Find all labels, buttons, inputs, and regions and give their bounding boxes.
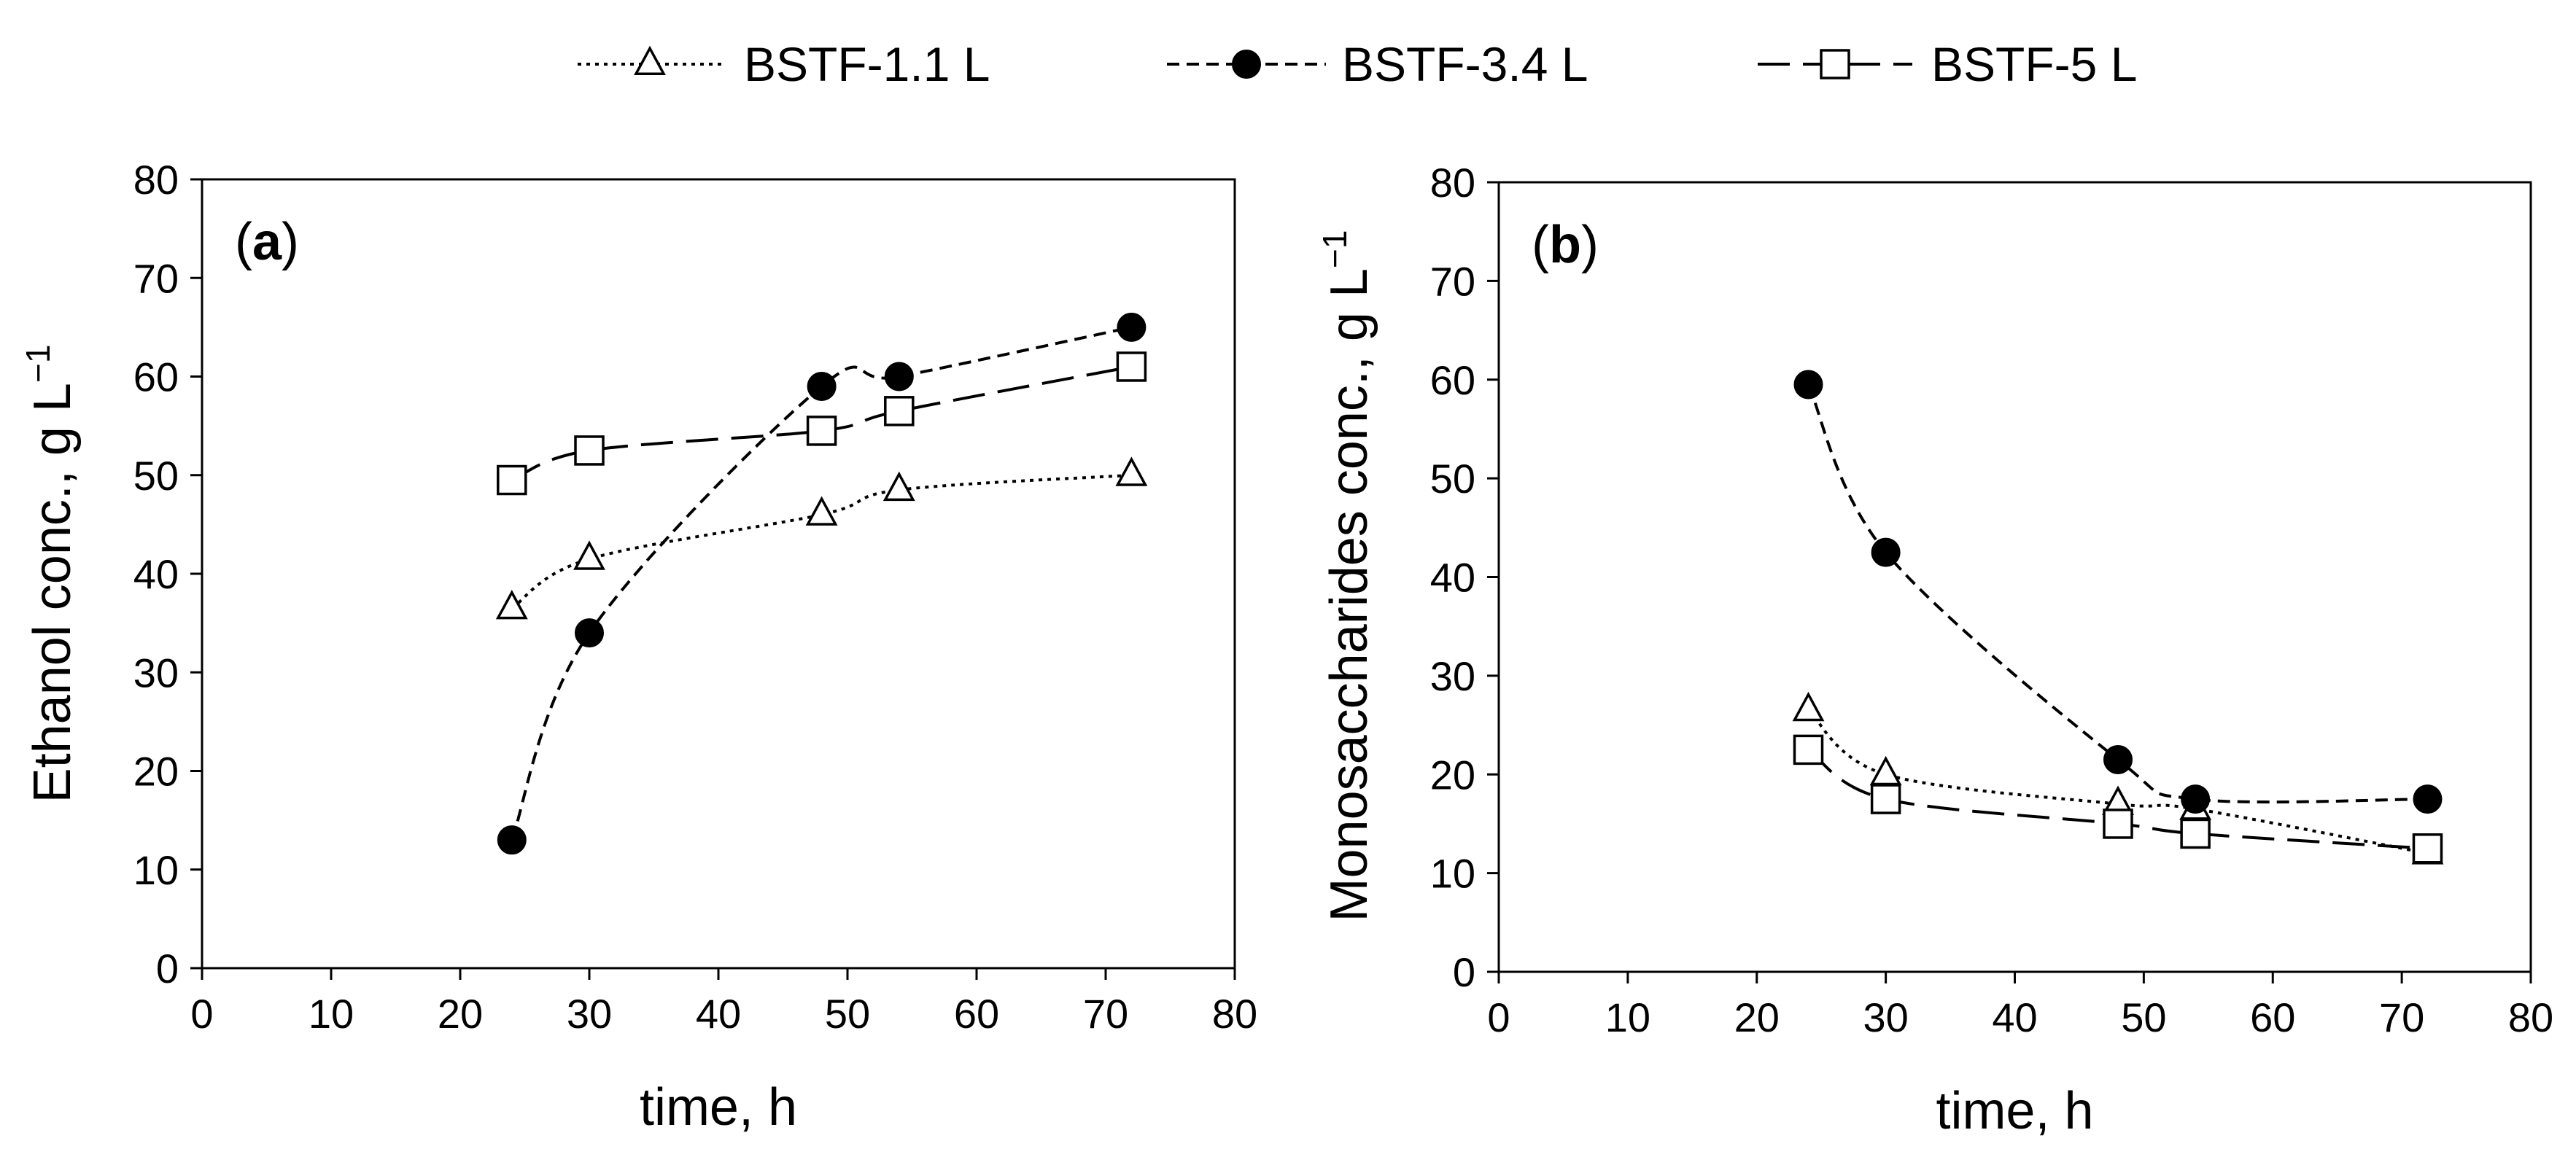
- legend-marker: [634, 45, 666, 76]
- y-tick-label: 70: [133, 255, 179, 301]
- y-tick-label: 0: [1453, 949, 1475, 995]
- y-tick-label: 10: [1430, 851, 1475, 897]
- x-tick-label: 10: [1605, 994, 1650, 1040]
- y-tick-label: 70: [1430, 258, 1475, 304]
- y-axis-title: Monosaccharides conc., g L−1: [1316, 230, 1378, 922]
- x-tick-label: 40: [1992, 994, 2037, 1040]
- y-tick-label: 80: [133, 157, 179, 203]
- panel-b: 0 10 20 30 40 50 60 70 80 0 10 20 30 40 50 60 70 80 time, …: [1316, 160, 2553, 1140]
- x-tick-label: 70: [2379, 994, 2424, 1040]
- x-tick-label: 50: [825, 991, 870, 1037]
- data-point: [575, 618, 604, 648]
- data-point: [574, 435, 605, 466]
- data-point: [1793, 370, 1823, 400]
- data-point: [2103, 809, 2133, 839]
- series-bstf-5-l: [1793, 734, 2443, 864]
- legend: BSTF-1.1 L BSTF-3.4 L BSTF-5 L: [578, 37, 2137, 91]
- data-point: [805, 496, 838, 526]
- x-tick-label: 60: [954, 991, 999, 1037]
- x-tick-label: 50: [2121, 994, 2166, 1040]
- panel-label: (b): [1532, 216, 1599, 274]
- data-point: [882, 471, 915, 502]
- series-line: [510, 325, 1132, 841]
- data-point: [2181, 784, 2211, 814]
- data-point: [1115, 456, 1148, 486]
- data-point: [2412, 833, 2443, 864]
- y-tick-label: 60: [133, 354, 179, 400]
- x-tick-label: 20: [1734, 994, 1780, 1040]
- data-point: [807, 372, 837, 402]
- series-line: [1807, 709, 2428, 855]
- legend-item-bstf-5-l: BSTF-5 L: [1758, 37, 2137, 91]
- x-tick-label: 0: [190, 991, 213, 1037]
- x-tick-label: 70: [1083, 991, 1128, 1037]
- data-point: [884, 396, 915, 426]
- plot-frame: [201, 178, 1236, 970]
- series-bstf-5-l: [497, 351, 1147, 496]
- y-tick-label: 10: [133, 847, 179, 893]
- x-tick-label: 0: [1487, 994, 1510, 1040]
- series-bstf-1-1-l: [495, 456, 1148, 620]
- x-tick-label: 30: [1863, 994, 1908, 1040]
- x-tick-label: 20: [438, 991, 483, 1037]
- data-point: [1871, 537, 1901, 567]
- data-point: [1870, 784, 1901, 814]
- data-point: [2180, 818, 2211, 849]
- legend-label: BSTF-5 L: [1931, 37, 2137, 91]
- data-point: [2413, 784, 2443, 814]
- y-tick-label: 50: [133, 453, 179, 499]
- legend-marker: [1232, 50, 1261, 79]
- y-tick-label: 20: [1430, 752, 1475, 798]
- series-bstf-3-4-l: [497, 312, 1147, 855]
- legend-label: BSTF-1.1 L: [744, 37, 990, 91]
- y-axis-title: Ethanol conc., g L−1: [19, 345, 82, 803]
- legend-item-bstf-1-1-l: BSTF-1.1 L: [578, 37, 990, 91]
- x-axis-title: time, h: [640, 1078, 797, 1137]
- data-point: [497, 825, 527, 855]
- data-point: [1792, 691, 1825, 722]
- data-point: [573, 540, 605, 570]
- data-point: [1116, 351, 1147, 382]
- panel-label: (a): [235, 213, 299, 271]
- x-tick-label: 80: [2508, 994, 2553, 1040]
- data-point: [495, 589, 528, 620]
- series-line: [511, 473, 1132, 609]
- x-tick-label: 10: [309, 991, 354, 1037]
- data-point: [1869, 755, 1902, 786]
- y-tick-label: 80: [1430, 160, 1475, 206]
- data-point: [2103, 744, 2133, 774]
- legend-label: BSTF-3.4 L: [1342, 37, 1588, 91]
- data-point: [884, 362, 914, 391]
- series-bstf-3-4-l: [1793, 370, 2443, 814]
- data-point: [1793, 734, 1824, 765]
- y-tick-label: 0: [156, 946, 179, 991]
- x-tick-label: 40: [696, 991, 741, 1037]
- y-tick-label: 30: [133, 650, 179, 696]
- data-point: [497, 464, 527, 496]
- legend-item-bstf-3-4-l: BSTF-3.4 L: [1167, 37, 1588, 91]
- x-tick-label: 30: [567, 991, 612, 1037]
- x-tick-label: 60: [2250, 994, 2295, 1040]
- y-tick-label: 40: [133, 551, 179, 597]
- panel-a: 0 10 20 30 40 50 60 70 80 0 10 20 30 40 50 60 70 80 time, …: [19, 157, 1257, 1137]
- y-tick-label: 60: [1430, 357, 1475, 403]
- legend-marker: [1820, 49, 1850, 79]
- data-point: [1117, 312, 1147, 342]
- y-tick-label: 30: [1430, 653, 1475, 699]
- y-tick-label: 40: [1430, 555, 1475, 601]
- y-tick-label: 20: [133, 749, 179, 795]
- x-axis-title: time, h: [1936, 1082, 2093, 1140]
- data-point: [806, 416, 837, 446]
- x-tick-label: 80: [1212, 991, 1257, 1037]
- plot-frame: [1497, 181, 2532, 973]
- series-line: [1807, 383, 2428, 804]
- y-tick-label: 50: [1430, 456, 1475, 502]
